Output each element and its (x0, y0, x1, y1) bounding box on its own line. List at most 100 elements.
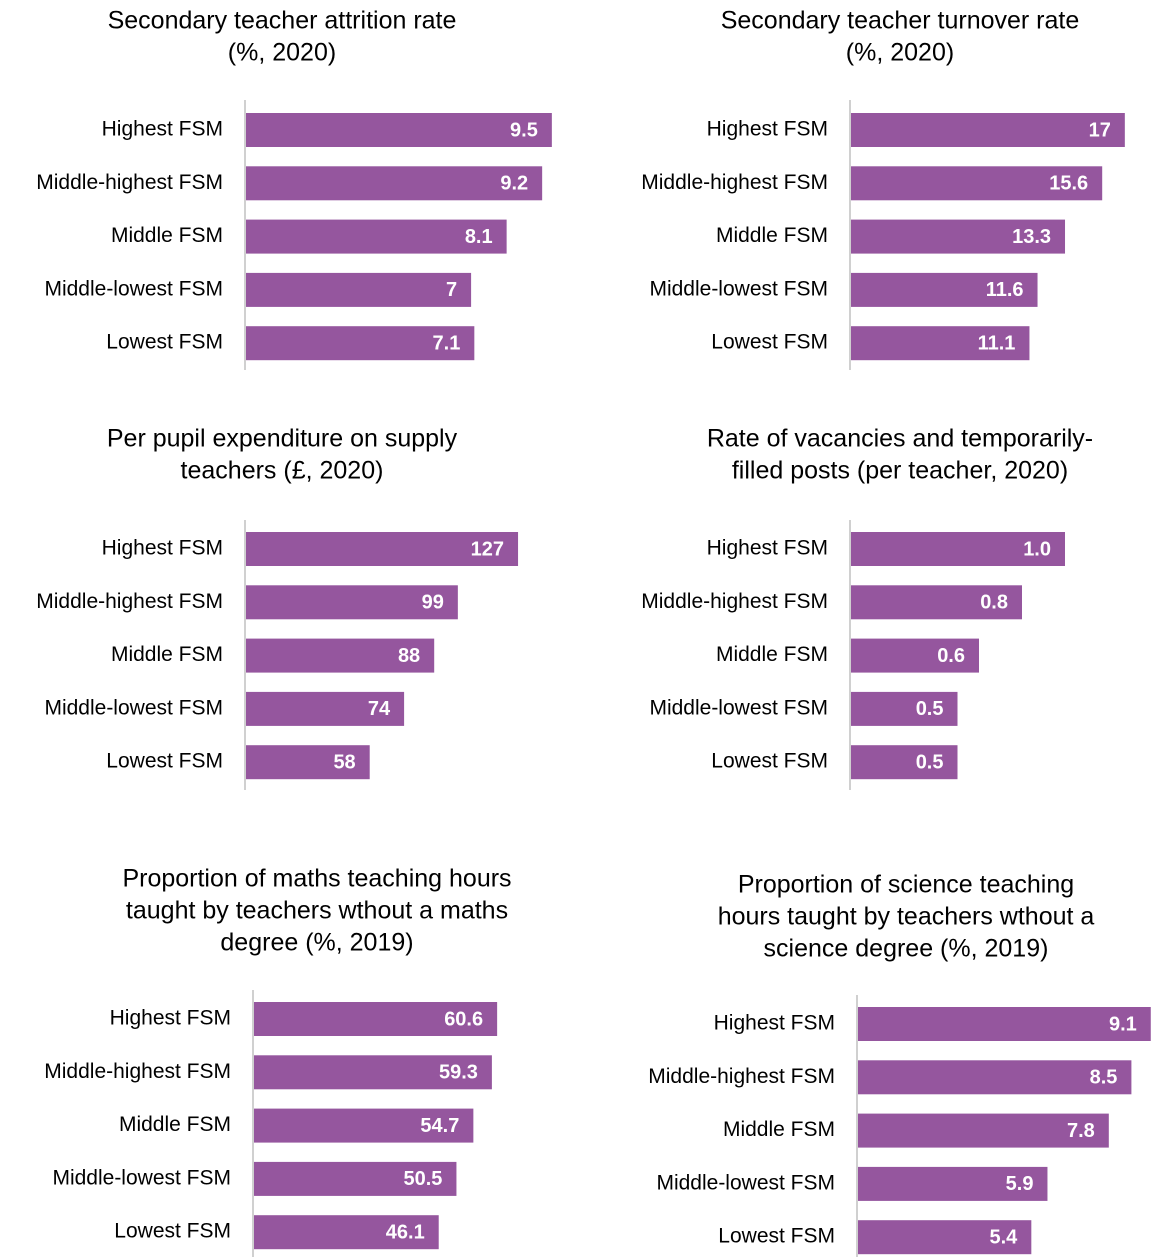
value-label: 11.1 (978, 332, 1016, 354)
value-label: 46.1 (386, 1221, 425, 1243)
value-label: 88 (398, 645, 420, 667)
category-label: Middle FSM (111, 643, 223, 666)
category-label: Lowest FSM (114, 1220, 231, 1243)
category-label: Middle-highest FSM (36, 590, 223, 613)
value-label: 54.7 (420, 1115, 459, 1137)
value-label: 11.6 (986, 279, 1024, 301)
category-label: Lowest FSM (718, 1225, 835, 1248)
chart-title: Proportion of science teaching (738, 871, 1074, 899)
value-label: 59.3 (439, 1062, 478, 1084)
chart-title: degree (%, 2019) (220, 929, 413, 957)
bar (245, 691, 405, 726)
value-label: 0.8 (980, 592, 1008, 614)
bar (245, 745, 370, 780)
value-label: 15.6 (1049, 173, 1088, 195)
bar (857, 1166, 1048, 1201)
bar (857, 1060, 1132, 1095)
bar (850, 219, 1066, 254)
chart-title: (%, 2020) (846, 39, 954, 67)
value-label: 8.5 (1090, 1067, 1118, 1089)
value-label: 17 (1089, 119, 1111, 141)
bar (253, 1002, 498, 1036)
category-label: Middle-lowest FSM (44, 696, 223, 719)
value-label: 0.5 (916, 698, 944, 720)
category-label: Middle FSM (723, 1118, 835, 1141)
value-label: 74 (368, 698, 391, 720)
chart-title: teachers (£, 2020) (181, 457, 384, 485)
chart-title: Proportion of maths teaching hours (122, 865, 511, 893)
category-label: Lowest FSM (711, 331, 828, 354)
value-label: 58 (333, 751, 355, 773)
bar (253, 1055, 492, 1090)
category-label: Middle FSM (119, 1113, 231, 1136)
value-label: 9.1 (1109, 1013, 1137, 1035)
value-label: 50.5 (404, 1168, 443, 1190)
value-label: 7.1 (433, 332, 461, 354)
bar (245, 638, 435, 673)
bar (857, 1220, 1032, 1255)
bar (245, 219, 507, 254)
value-label: 1.0 (1023, 538, 1051, 560)
bar (245, 585, 458, 620)
bar (857, 1113, 1109, 1148)
category-label: Highest FSM (707, 537, 828, 560)
bar (245, 272, 472, 307)
category-label: Highest FSM (102, 537, 223, 560)
category-label: Middle-lowest FSM (44, 277, 223, 300)
bar (850, 166, 1103, 201)
value-label: 7.8 (1067, 1120, 1095, 1142)
category-label: Middle-highest FSM (648, 1065, 835, 1088)
bar (850, 272, 1038, 307)
value-label: 7 (446, 279, 457, 301)
category-label: Highest FSM (110, 1007, 231, 1030)
category-label: Highest FSM (707, 118, 828, 141)
category-label: Middle-lowest FSM (649, 696, 828, 719)
chart-title: taught by teachers wthout a maths (126, 897, 508, 925)
category-label: Middle FSM (716, 643, 828, 666)
value-label: 99 (422, 592, 444, 614)
bar (245, 166, 543, 201)
category-label: Middle-highest FSM (641, 590, 828, 613)
category-label: Lowest FSM (106, 750, 223, 773)
chart-title: (%, 2020) (228, 39, 336, 67)
category-label: Middle-lowest FSM (656, 1171, 835, 1194)
value-label: 60.6 (444, 1008, 483, 1030)
value-label: 0.6 (937, 645, 965, 667)
bar (253, 1108, 474, 1143)
bar (850, 326, 1030, 361)
bar (857, 1007, 1151, 1041)
value-label: 8.1 (465, 226, 493, 248)
value-label: 9.5 (510, 119, 538, 141)
value-label: 127 (471, 538, 504, 560)
category-label: Highest FSM (714, 1012, 835, 1035)
bar (850, 585, 1022, 620)
category-label: Middle FSM (111, 224, 223, 247)
value-label: 5.9 (1006, 1173, 1034, 1195)
category-label: Lowest FSM (711, 750, 828, 773)
chart-title: science degree (%, 2019) (764, 935, 1049, 963)
bar (850, 532, 1065, 566)
chart-title: Secondary teacher attrition rate (108, 7, 457, 35)
bar (850, 691, 958, 726)
bar (850, 745, 958, 780)
value-label: 5.4 (990, 1226, 1019, 1248)
bar (253, 1215, 439, 1250)
bar (245, 113, 552, 147)
bar (253, 1161, 457, 1196)
value-label: 0.5 (916, 751, 944, 773)
chart-title: filled posts (per teacher, 2020) (732, 457, 1068, 485)
category-label: Middle-highest FSM (641, 171, 828, 194)
bar (245, 326, 475, 361)
bar (850, 638, 979, 673)
chart-title: hours taught by teachers wthout a (718, 903, 1095, 931)
bar (850, 113, 1125, 147)
bar (245, 532, 519, 566)
category-label: Middle-lowest FSM (649, 277, 828, 300)
chart-title: Rate of vacancies and temporarily- (707, 425, 1093, 453)
value-label: 13.3 (1012, 226, 1051, 248)
chart-title: Per pupil expenditure on supply (107, 425, 458, 453)
category-label: Middle FSM (716, 224, 828, 247)
chart-title: Secondary teacher turnover rate (721, 7, 1080, 35)
